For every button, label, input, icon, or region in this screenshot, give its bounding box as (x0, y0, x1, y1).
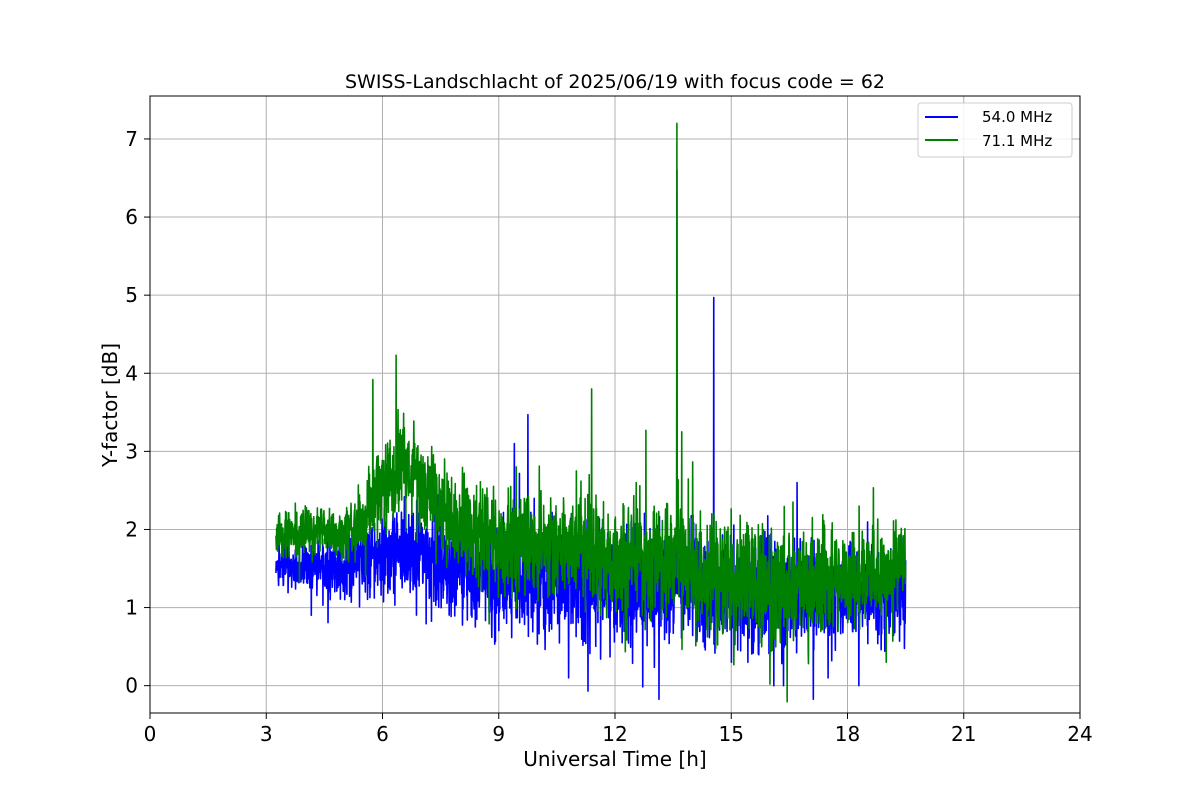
x-tick-label: 9 (492, 722, 505, 746)
legend-label-71mhz: 71.1 MHz (982, 132, 1052, 150)
y-tick-label: 6 (125, 205, 138, 229)
x-tick-label: 3 (260, 722, 273, 746)
y-tick-label: 1 (125, 596, 138, 620)
y-axis-label: Y-factor [dB] (98, 343, 122, 468)
x-tick-label: 18 (835, 722, 860, 746)
y-tick-label: 3 (125, 439, 138, 463)
y-tick-label: 0 (125, 674, 138, 698)
y-tick-label: 2 (125, 517, 138, 541)
y-tick-label: 7 (125, 127, 138, 151)
series-line-71-1-mhz (275, 122, 907, 703)
x-tick-label: 12 (602, 722, 627, 746)
legend-label-54mhz: 54.0 MHz (982, 108, 1052, 126)
x-tick-label: 15 (719, 722, 744, 746)
x-tick-label: 6 (376, 722, 389, 746)
plot-area (275, 122, 907, 703)
x-tick-label: 0 (144, 722, 157, 746)
y-tick-label: 4 (125, 361, 138, 385)
x-axis-label: Universal Time [h] (523, 747, 706, 771)
legend: 54.0 MHz 71.1 MHz (917, 102, 1073, 158)
chart-title: SWISS-Landschlacht of 2025/06/19 with fo… (345, 71, 885, 93)
x-tick-label: 24 (1067, 722, 1092, 746)
x-tick-label: 21 (951, 722, 976, 746)
y-tick-label: 5 (125, 283, 138, 307)
